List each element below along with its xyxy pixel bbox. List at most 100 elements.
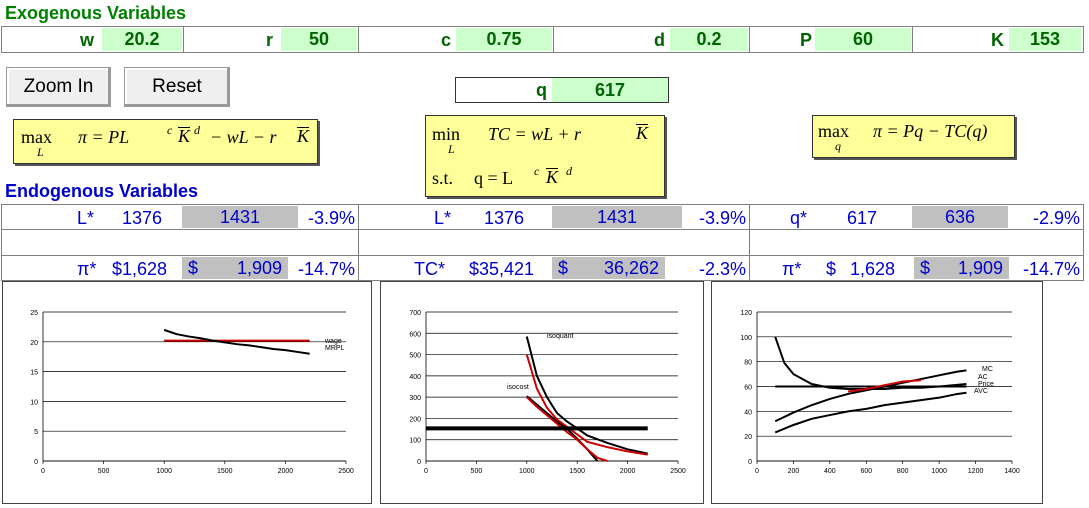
endo-pct: -14.7%	[1022, 259, 1080, 279]
y-tick-label: 15	[30, 370, 38, 377]
endo-label: π*	[77, 259, 97, 279]
x-tick-label: 1000	[156, 468, 172, 475]
endo-group-1: L* 1376 1431 -3.9%	[2, 205, 359, 229]
exo-label: r	[266, 30, 274, 50]
alt-amount: 36,262	[603, 257, 659, 278]
zoom-in-button[interactable]: Zoom In	[6, 67, 111, 107]
series-label: isoquant	[547, 333, 574, 340]
formula-body: π = PL	[78, 127, 130, 147]
x-tick-label: 500	[471, 468, 483, 475]
exo-cell-P[interactable]: P 60	[750, 27, 913, 52]
q-field[interactable]: q 617	[455, 77, 669, 103]
y-tick-label: 300	[409, 395, 421, 402]
endo-value: 1,628	[850, 259, 896, 279]
exo-value[interactable]: 0.75	[456, 28, 552, 51]
chart-panel-3: 0 20 40 60 80 100 120 0 200 400 600 800 1000 1200 1400…	[711, 281, 1043, 504]
exo-cell-d[interactable]: d 0.2	[554, 27, 750, 52]
k-bar: K	[636, 123, 649, 143]
exo-value[interactable]: 0.2	[670, 28, 748, 51]
endo-alt-value: 1431	[182, 206, 298, 228]
exo-value[interactable]: 20.2	[102, 28, 182, 51]
exo-cell-w[interactable]: w 20.2	[2, 27, 184, 52]
x-tick-label: 0	[424, 468, 428, 475]
series-line	[525, 336, 648, 455]
y-tick-label: 700	[409, 310, 421, 317]
formula-body: TC = wL + r	[488, 124, 582, 144]
empty-cell	[750, 230, 1083, 255]
y-tick-label: 5	[34, 429, 38, 436]
q-value[interactable]: 617	[552, 78, 668, 102]
alt-amount: 1,909	[957, 257, 1003, 278]
exo-label: P	[800, 30, 813, 50]
y-tick-label: 25	[30, 310, 38, 317]
series-line	[774, 391, 967, 434]
x-tick-label: 1000	[931, 468, 947, 475]
endo-alt-value: 1431	[552, 206, 682, 228]
y-tick-label: 120	[740, 310, 752, 317]
exponent-d: d	[566, 164, 572, 178]
x-tick-label: 1000	[519, 468, 535, 475]
endo-group-2: TC* $35,421 $ 36,262 -2.3%	[359, 256, 750, 280]
series-label: wage	[324, 338, 342, 345]
endo-value: 1376	[122, 208, 163, 228]
formula-rest: − wL − r	[210, 127, 277, 147]
exo-value[interactable]: 60	[815, 28, 911, 51]
currency-sign: $	[558, 257, 569, 278]
chart-panel-1: 0 5 10 15 20 25 0 500 1000 1500 2000 2500 wage MRPL	[2, 281, 372, 504]
x-tick-label: 0	[41, 468, 45, 475]
y-tick-label: 200	[409, 416, 421, 423]
x-tick-label: 2000	[620, 468, 636, 475]
series-label: MRPL	[325, 345, 345, 352]
endogenous-row-2: π* $1,628 $ 1,909 -14.7% TC* $35,421 $ 3…	[1, 255, 1084, 281]
cost-min-formula: min L TC = wL + r K s.t. q = L c K d	[425, 115, 665, 197]
endogenous-row-1: L* 1376 1431 -3.9% L* 1376 1431 -3.9% q*…	[1, 204, 1084, 230]
y-tick-label: 80	[744, 360, 752, 367]
q-max-formula: max q π = Pq − TC(q)	[812, 115, 1015, 158]
sub-text: q	[835, 139, 841, 153]
series-line	[525, 354, 648, 456]
q-label: q	[536, 80, 547, 100]
endo-value: 617	[847, 208, 878, 228]
y-tick-label: 0	[34, 459, 38, 466]
endo-pct: -2.3%	[698, 259, 746, 279]
x-tick-label: 400	[824, 468, 836, 475]
series-label: Price	[978, 381, 994, 388]
currency-sign: $	[920, 257, 931, 278]
endo-value: $35,421	[469, 259, 535, 279]
x-tick-label: 800	[897, 468, 909, 475]
exo-cell-K[interactable]: K 153	[913, 27, 1083, 52]
exo-label: d	[654, 30, 665, 50]
y-tick-label: 20	[30, 340, 38, 347]
exponent-d: d	[194, 123, 200, 137]
y-tick-label: 40	[744, 409, 752, 416]
endogenous-title: Endogenous Variables	[5, 181, 199, 201]
exo-cell-r[interactable]: r 50	[184, 27, 359, 52]
exo-value[interactable]: 50	[281, 28, 357, 51]
series-label: AVC	[974, 388, 988, 395]
x-tick-label: 2500	[670, 468, 686, 475]
x-tick-label: 1500	[217, 468, 233, 475]
constraint-text: q = L	[474, 168, 514, 188]
series-line	[774, 336, 967, 390]
formula-body: π = Pq − TC(q)	[873, 121, 988, 141]
k-bar: K	[178, 126, 191, 146]
alt-amount: 1,909	[236, 257, 282, 278]
x-tick-label: 200	[788, 468, 800, 475]
reset-button[interactable]: Reset	[124, 67, 230, 107]
y-tick-label: 500	[409, 353, 421, 360]
y-tick-label: 600	[409, 331, 421, 338]
series-label: MC	[982, 366, 993, 373]
x-tick-label: 600	[860, 468, 872, 475]
y-tick-label: 60	[744, 385, 752, 392]
exo-value[interactable]: 153	[1009, 28, 1081, 51]
exo-cell-c[interactable]: c 0.75	[359, 27, 554, 52]
endo-pct: -3.9%	[698, 208, 746, 228]
y-tick-label: 10	[30, 399, 38, 406]
endo-pct: -14.7%	[297, 259, 355, 279]
y-tick-label: 400	[409, 374, 421, 381]
series-line	[847, 379, 921, 393]
endo-value: $1,628	[112, 259, 168, 279]
endo-alt-value: $ 1,909	[914, 257, 1009, 279]
